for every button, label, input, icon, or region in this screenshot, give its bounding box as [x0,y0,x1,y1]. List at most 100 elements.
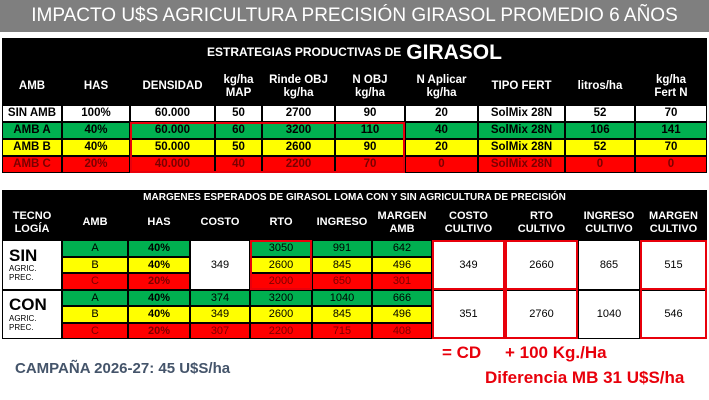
table2-header: RTO [250,205,312,240]
table2-total: 351 [432,289,505,339]
table2-header: INGRESO [312,205,372,240]
campaign: CAMPAÑA 2026-27: 45 U$S/ha [15,360,231,377]
table2-cell: 20% [128,273,190,290]
table2-total: 865 [578,240,640,290]
table1-header-line: kg/ha [655,73,687,86]
table1-cell: SolMix 28N [478,105,565,122]
table2-cell: 301 [372,273,432,290]
table1-header: kg/ha MAP [215,68,262,105]
table2-header: MARGEN AMB [372,205,432,240]
table1-cell: 2600 [262,139,335,156]
table1-cell: AMB B [2,139,62,156]
table1-cell: 100% [62,105,130,122]
table2-header: COSTO [190,205,250,240]
table2-cell: 845 [312,306,372,323]
table2-header-bg [2,205,707,240]
table2-header-line: HAS [147,216,171,229]
title-bar: IMPACTO U$S AGRICULTURA PRECISIÓN GIRASO… [0,0,709,32]
tech-sublabel: AGRIC. [9,264,37,274]
table1-cell: 90 [335,139,405,156]
table2-header: HAS [128,205,190,240]
table2-cell: B [62,256,128,273]
tech-cell: CON AGRIC. PREC. [2,289,62,339]
table1-cell: 0 [565,156,635,173]
table2-cell: 991 [312,240,372,257]
tech-cell: SIN AGRIC. PREC. [2,240,62,290]
table2-total: 1040 [578,289,640,339]
table1-header: DENSIDAD [130,68,215,105]
table1-cell: 90 [335,105,405,122]
table1-header-line: kg/ha [426,86,457,99]
table2-cell: 2600 [250,256,312,273]
table1-header-line: Rinde OBJ [269,73,328,86]
tech-label: CON [9,295,47,315]
table1-header: N Aplicar kg/ha [405,68,478,105]
table1-header-line: Fert N [654,86,688,99]
table2-header-line: LOGÍA [14,222,50,235]
table2-cell: A [62,289,128,306]
table1-header-line: N OBJ [352,73,388,86]
table1-cell: 52 [565,105,635,122]
table2-total: 349 [432,240,505,290]
table1-cell: 50.000 [130,139,215,156]
table2-header-line: CULTIVO [649,222,698,235]
table2-cell: 307 [190,322,250,339]
table2-header-line: CULTIVO [517,222,566,235]
table2-header-line: MARGEN [377,210,427,223]
table1-header-line: litros/ha [577,80,623,93]
table1-cell: 40 [215,156,262,173]
table2-header-line: MARGEN [649,210,698,223]
table1-cell: SolMix 28N [478,122,565,139]
table1-cell: 20 [405,139,478,156]
table2-header-line: AMB [82,216,108,229]
table2-header: RTO CULTIVO [505,205,578,240]
table1-cell: 0 [405,156,478,173]
table2-header-line: CULTIVO [585,222,633,235]
table2-header-line: RTO [269,216,293,229]
table2-cell: 40% [128,306,190,323]
table1-cell: 20 [405,105,478,122]
table2-header: MARGEN CULTIVO [640,205,707,240]
table1-cell: 50 [215,105,262,122]
table1-header: litros/ha [565,68,635,105]
table2-cell: 3050 [250,240,312,257]
table2-header: INGRESO CULTIVO [578,205,640,240]
table1-cell: 70 [335,156,405,173]
table2-cell: 2600 [250,306,312,323]
table1-cell: 3200 [262,122,335,139]
tech-label: SIN [9,245,38,265]
table2-header-line: CULTIVO [444,222,493,235]
table2-cell: C [62,322,128,339]
table2-cell: 40% [128,240,190,257]
table2-cell: 40% [128,289,190,306]
table1-cell: 141 [635,122,707,139]
table1-cell: 50 [215,139,262,156]
tech-sublabel: PREC. [9,322,34,332]
table1-cell: 60.000 [130,105,215,122]
table1-cell: 0 [635,156,707,173]
table1-cell: AMB A [2,122,62,139]
table2-cell: 349 [190,306,250,323]
table1-cell: 106 [565,122,635,139]
table1-header: Rinde OBJ kg/ha [262,68,335,105]
table2-cell: 845 [312,256,372,273]
table1-cell: 40% [62,122,130,139]
table1-cell: 60 [215,122,262,139]
table2-cell: 1040 [312,289,372,306]
table2-cell: 650 [312,273,372,290]
table1-cell: SolMix 28N [478,156,565,173]
table2-cell: 2000 [250,273,312,290]
table2-cell: 715 [312,322,372,339]
table2-total: 515 [640,240,707,290]
table2-header-line: RTO [529,210,554,223]
table1-header: AMB [2,68,62,105]
table1-header-line: kg/ha [223,73,254,86]
table1-header-line: kg/ha [283,86,314,99]
table1-title: ESTRATEGIAS PRODUCTIVAS DE GIRASOL [2,40,707,66]
table2-cell: 666 [372,289,432,306]
table1-cell: 40% [62,139,130,156]
table2-header: COSTO CULTIVO [432,205,505,240]
table1-cell: 70 [635,105,707,122]
table2-cell: 40% [128,256,190,273]
